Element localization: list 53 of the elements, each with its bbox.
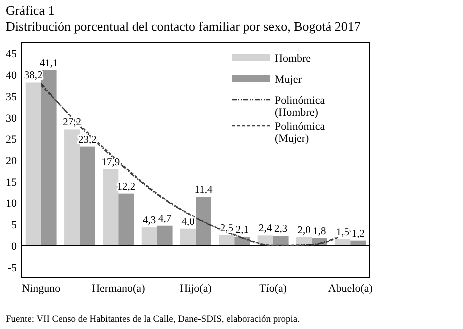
bar: [196, 197, 212, 246]
bar: [80, 146, 96, 246]
bar: [118, 194, 134, 246]
x-tick-label: Abuelo(a): [328, 283, 374, 295]
data-label: 2,3: [274, 224, 288, 236]
y-tick-label: 20: [6, 156, 18, 168]
chart-subtitle: Distribución porcentual del contacto familiar por sexo, Bogotá 2017: [6, 19, 362, 34]
y-tick-label: 35: [6, 91, 18, 104]
bar: [180, 228, 196, 246]
bar: [142, 228, 158, 246]
source-note: Fuente: VII Censo de Habitantes de la Calle, Dane-SDIS, elaboración propia.: [6, 315, 300, 325]
y-tick-label: 40: [6, 70, 18, 82]
data-label: 1,2: [352, 228, 365, 240]
data-label: 11,4: [194, 185, 214, 196]
x-tick-label: Hijo(a): [180, 283, 212, 295]
y-tick-label: 30: [6, 112, 18, 125]
legend-label: Mujer: [275, 74, 302, 86]
y-tick-label: 15: [6, 176, 18, 189]
data-label: 38,2: [24, 70, 43, 82]
y-tick-label: 45: [6, 48, 18, 61]
bar: [219, 235, 235, 246]
data-label: 4,7: [158, 214, 172, 225]
y-tick-label: 10: [6, 198, 18, 210]
legend-label: Hombre: [275, 53, 312, 65]
y-tick-label: -5: [8, 262, 18, 274]
x-tick-label: Hermano(a): [92, 283, 146, 295]
data-label: 41,1: [40, 58, 58, 70]
bar: [64, 130, 80, 246]
bar: [335, 240, 351, 246]
y-tick-label: 25: [6, 134, 18, 146]
chart-title: Gráfica 1: [6, 3, 55, 18]
x-tick-label: Ninguno: [22, 283, 62, 295]
bar: [103, 169, 119, 246]
legend-label: Polinómica (Hombre): [275, 95, 326, 119]
data-label: 17,9: [102, 157, 120, 168]
y-tick-label: 0: [12, 240, 18, 253]
bar: [157, 226, 173, 246]
bar: [41, 70, 57, 246]
data-label: 2,5: [220, 223, 234, 234]
data-label: 1,8: [313, 226, 326, 238]
data-label: 2,4: [259, 224, 273, 235]
data-label: 4,3: [143, 216, 156, 227]
bar: [273, 236, 289, 246]
y-tick-label: 5: [12, 220, 18, 232]
legend-label: Polinómica (Mujer): [275, 121, 326, 145]
data-label: 2,0: [298, 225, 311, 236]
x-tick-label: Tío(a): [260, 283, 288, 295]
data-label: 27,2: [63, 118, 82, 129]
data-label: 4,0: [182, 216, 195, 228]
data-label: 12,2: [117, 182, 136, 193]
bar: [26, 82, 42, 246]
data-label: 2,1: [236, 224, 249, 236]
data-label: 23,2: [78, 134, 97, 146]
